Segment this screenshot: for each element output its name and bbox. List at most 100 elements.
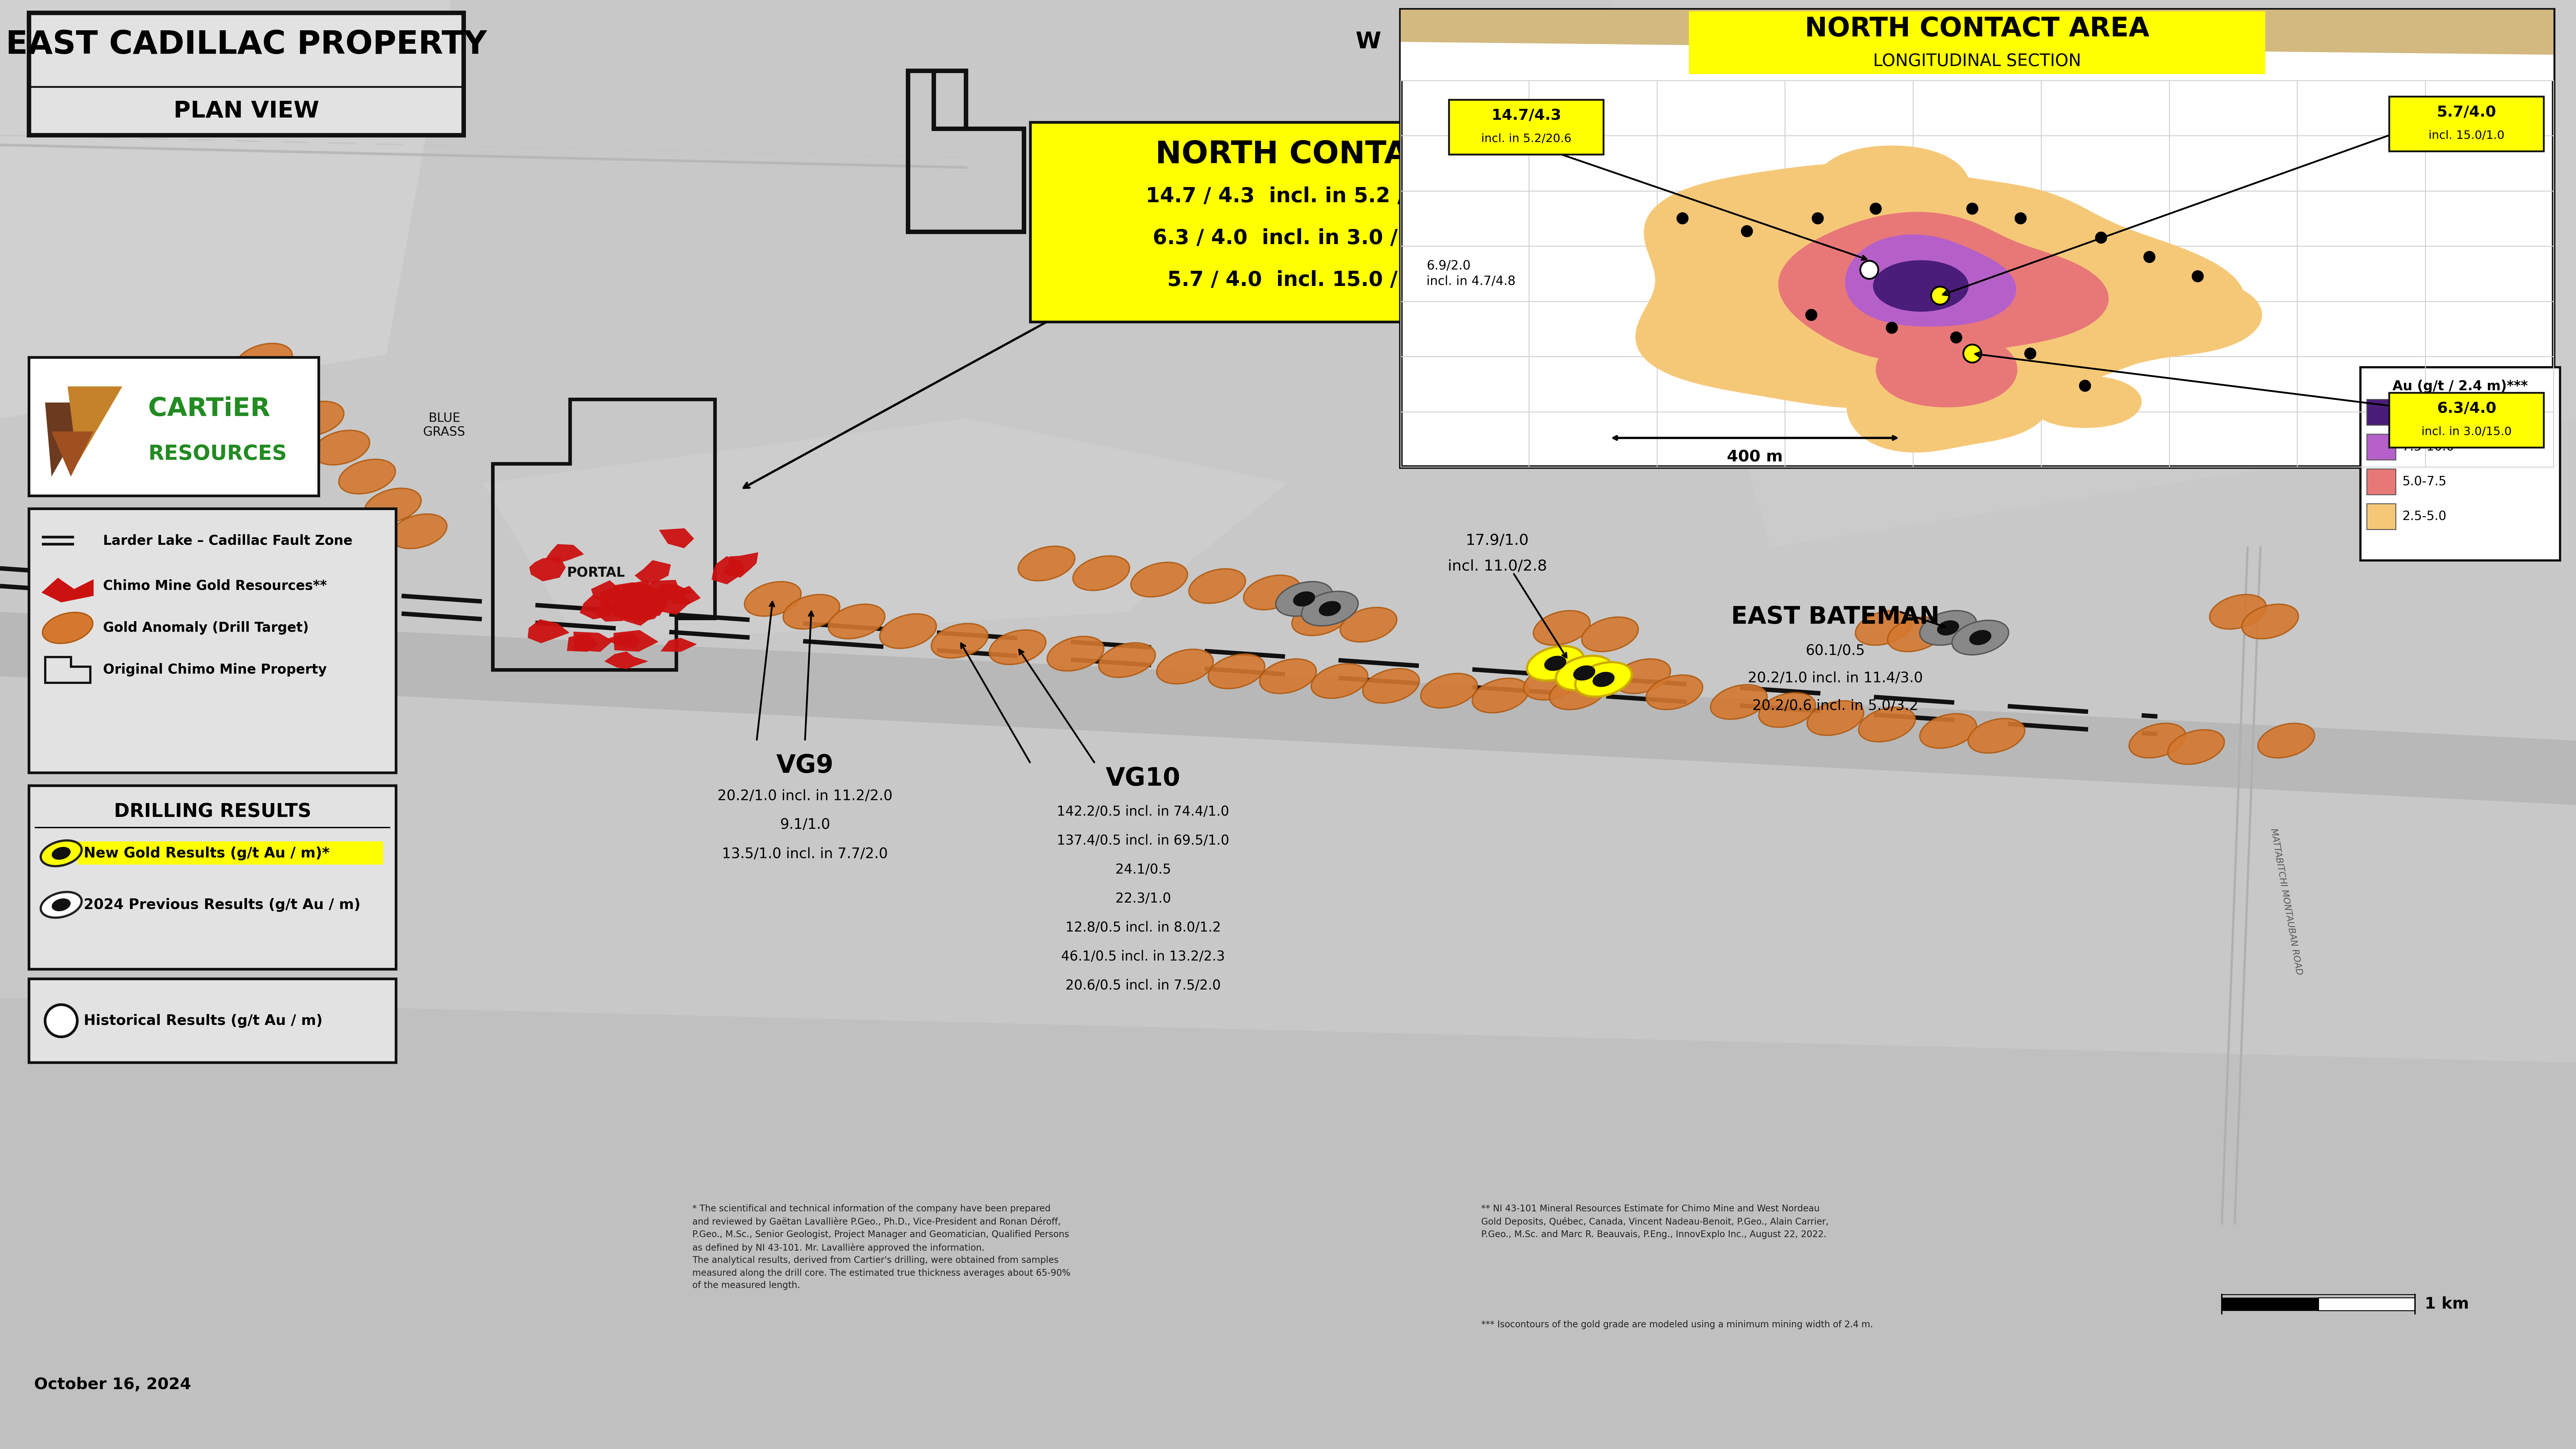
Polygon shape bbox=[1610, 0, 2576, 548]
Ellipse shape bbox=[41, 893, 82, 917]
Text: *** Isocontours of the gold grade are modeled using a minimum mining width of 2.: *** Isocontours of the gold grade are mo… bbox=[1481, 1320, 1873, 1329]
Ellipse shape bbox=[1574, 665, 1595, 681]
Bar bbox=[1401, 10, 2553, 81]
Ellipse shape bbox=[1919, 610, 1976, 645]
Text: 9.1/1.0: 9.1/1.0 bbox=[781, 817, 829, 832]
Circle shape bbox=[1860, 261, 1878, 278]
Polygon shape bbox=[484, 419, 1288, 643]
Bar bbox=[2367, 435, 2396, 459]
Text: 20.2/0.6 incl. in 5.0/3.2: 20.2/0.6 incl. in 5.0/3.2 bbox=[1752, 698, 1919, 713]
Ellipse shape bbox=[1556, 656, 1613, 690]
Ellipse shape bbox=[1937, 620, 1960, 636]
Polygon shape bbox=[634, 591, 667, 616]
Polygon shape bbox=[636, 561, 670, 584]
Polygon shape bbox=[652, 590, 690, 614]
Polygon shape bbox=[621, 594, 662, 613]
Polygon shape bbox=[605, 652, 647, 669]
Polygon shape bbox=[662, 638, 696, 652]
Polygon shape bbox=[531, 558, 567, 581]
Polygon shape bbox=[613, 630, 657, 652]
Circle shape bbox=[2014, 213, 2027, 225]
Polygon shape bbox=[613, 598, 652, 619]
Ellipse shape bbox=[1577, 662, 1631, 697]
Bar bbox=[2360, 367, 2561, 561]
Polygon shape bbox=[546, 545, 585, 564]
Text: 2.5-5.0: 2.5-5.0 bbox=[2401, 510, 2447, 523]
Ellipse shape bbox=[2259, 723, 2313, 758]
Text: 20.2/1.0 incl. in 11.4/3.0: 20.2/1.0 incl. in 11.4/3.0 bbox=[1749, 671, 1922, 685]
Circle shape bbox=[2143, 251, 2156, 262]
Circle shape bbox=[1806, 309, 1816, 320]
Polygon shape bbox=[626, 591, 667, 610]
Text: 1 km: 1 km bbox=[2424, 1297, 2468, 1311]
Ellipse shape bbox=[41, 613, 93, 643]
Polygon shape bbox=[1847, 358, 2048, 452]
Ellipse shape bbox=[340, 459, 394, 494]
Polygon shape bbox=[1401, 10, 2553, 55]
Polygon shape bbox=[57, 77, 59, 129]
Circle shape bbox=[1811, 213, 1824, 225]
Text: incl. in 3.0/15.0: incl. in 3.0/15.0 bbox=[2421, 426, 2512, 438]
Text: 137.4/0.5 incl. in 69.5/1.0: 137.4/0.5 incl. in 69.5/1.0 bbox=[1056, 835, 1229, 848]
Circle shape bbox=[1870, 203, 1880, 214]
Text: 5.7/4.0: 5.7/4.0 bbox=[2437, 106, 2496, 120]
Ellipse shape bbox=[1074, 556, 1128, 590]
Text: Gold Anomaly (Drill Target): Gold Anomaly (Drill Target) bbox=[103, 622, 309, 635]
Text: 7.5-10.0: 7.5-10.0 bbox=[2401, 440, 2455, 454]
Bar bbox=[2367, 400, 2396, 425]
Ellipse shape bbox=[41, 840, 82, 867]
Ellipse shape bbox=[1340, 607, 1396, 642]
Text: incl. 11.0/2.8: incl. 11.0/2.8 bbox=[1448, 559, 1548, 574]
Circle shape bbox=[1932, 287, 1950, 304]
Bar bbox=[28, 980, 397, 1062]
Polygon shape bbox=[621, 581, 657, 601]
Text: MATTABITCHI MONTAUBAN ROAD: MATTABITCHI MONTAUBAN ROAD bbox=[2269, 827, 2303, 975]
Text: 17.9/1.0: 17.9/1.0 bbox=[1466, 533, 1530, 548]
Ellipse shape bbox=[1293, 601, 1347, 636]
Circle shape bbox=[1950, 332, 1963, 343]
Text: 13.5/1.0 incl. in 7.7/2.0: 13.5/1.0 incl. in 7.7/2.0 bbox=[721, 846, 889, 861]
Ellipse shape bbox=[1131, 562, 1188, 597]
Ellipse shape bbox=[1953, 620, 2009, 655]
Bar bbox=[28, 13, 464, 135]
Ellipse shape bbox=[1100, 643, 1154, 677]
Circle shape bbox=[2192, 271, 2202, 283]
Polygon shape bbox=[724, 552, 757, 577]
Circle shape bbox=[2079, 380, 2092, 391]
Circle shape bbox=[2025, 348, 2035, 359]
Circle shape bbox=[1965, 203, 1978, 214]
Ellipse shape bbox=[1293, 591, 1316, 607]
Polygon shape bbox=[1777, 212, 2110, 362]
Polygon shape bbox=[629, 593, 665, 610]
Ellipse shape bbox=[783, 594, 840, 629]
Text: 14.7/4.3: 14.7/4.3 bbox=[1492, 109, 1561, 123]
Polygon shape bbox=[657, 584, 693, 603]
Polygon shape bbox=[1636, 162, 2244, 409]
Text: 5.0-7.5: 5.0-7.5 bbox=[2401, 475, 2447, 488]
Circle shape bbox=[1677, 213, 1687, 225]
Ellipse shape bbox=[1473, 678, 1528, 713]
Polygon shape bbox=[574, 632, 613, 652]
Polygon shape bbox=[641, 580, 680, 600]
Text: 46.1/0.5 incl. in 13.2/2.3: 46.1/0.5 incl. in 13.2/2.3 bbox=[1061, 951, 1226, 964]
Ellipse shape bbox=[2130, 723, 2184, 758]
Ellipse shape bbox=[1860, 707, 1914, 742]
Ellipse shape bbox=[989, 630, 1046, 665]
Ellipse shape bbox=[1592, 672, 1615, 687]
Ellipse shape bbox=[1855, 610, 1911, 645]
Ellipse shape bbox=[1759, 693, 1816, 727]
Polygon shape bbox=[616, 601, 654, 626]
Ellipse shape bbox=[1363, 668, 1419, 703]
Text: PORTAL: PORTAL bbox=[567, 567, 626, 580]
Polygon shape bbox=[2025, 262, 2262, 368]
Text: ** NI 43-101 Mineral Resources Estimate for Chimo Mine and West Nordeau
Gold Dep: ** NI 43-101 Mineral Resources Estimate … bbox=[1481, 1204, 1829, 1239]
Ellipse shape bbox=[237, 343, 291, 378]
Bar bbox=[1690, 12, 2264, 74]
Text: 20.2/1.0 incl. in 11.2/2.0: 20.2/1.0 incl. in 11.2/2.0 bbox=[719, 788, 891, 803]
Ellipse shape bbox=[829, 604, 884, 639]
Ellipse shape bbox=[392, 514, 446, 549]
Ellipse shape bbox=[1319, 601, 1342, 616]
Bar bbox=[77, 842, 384, 865]
Ellipse shape bbox=[744, 581, 801, 616]
Bar bbox=[28, 509, 397, 772]
